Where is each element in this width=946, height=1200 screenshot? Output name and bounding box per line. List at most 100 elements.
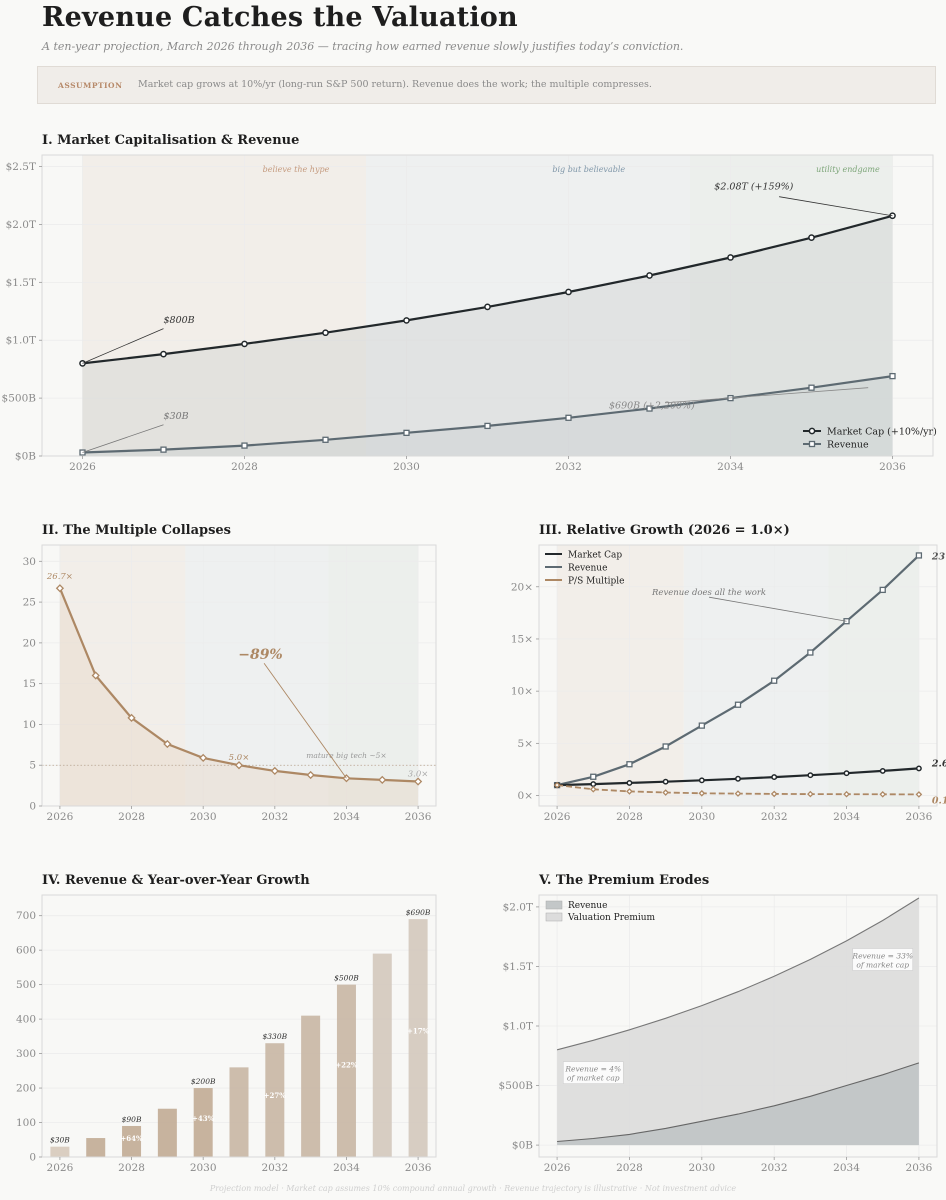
bar-value-label: $200B — [191, 1077, 216, 1086]
revenue-bar — [265, 1043, 285, 1157]
ps-point — [127, 713, 136, 723]
ps-point — [553, 781, 561, 789]
market-cap-point — [889, 212, 896, 220]
x-tick-label: 2028 — [616, 1162, 643, 1174]
x-tick-label: 2028 — [118, 1162, 145, 1174]
annotation-box — [562, 1061, 624, 1084]
y-tick-label: 30 — [23, 556, 36, 568]
x-tick-label: 2026 — [69, 461, 96, 473]
y-tick-label: $1.0T — [6, 335, 36, 347]
market-cap-point — [403, 317, 410, 324]
x-tick-label: 2028 — [118, 811, 145, 823]
market-cap-point — [322, 329, 329, 337]
x-tick-label: 2026 — [544, 1162, 571, 1174]
ps-point — [378, 775, 387, 785]
y-tick-label: 25 — [23, 597, 36, 609]
section-title-2: II. The Multiple Collapses — [42, 523, 232, 538]
x-tick-label: 2028 — [231, 461, 258, 473]
page-subtitle: A ten-year projection, March 2026 throug… — [42, 40, 684, 53]
market-cap-point — [915, 765, 922, 772]
x-tick-label: 2036 — [405, 1162, 432, 1174]
market-cap-point — [646, 272, 653, 279]
bar-growth-label: +17% — [407, 1026, 430, 1035]
y-tick-label: 200 — [16, 1083, 36, 1095]
x-tick-label: 2034 — [333, 811, 360, 823]
x-tick-label: 2036 — [405, 811, 432, 823]
x-tick-label: 2036 — [906, 811, 933, 823]
annotation-label: $690B (+2,200%) — [609, 401, 695, 412]
revenue-growth-bar-chart: $30B $90B $200B $330B $500B $690B +64% +43% +27%… — [16, 894, 437, 1174]
zone-band — [328, 545, 419, 806]
footer-note: Projection model · Market cap assumes 10… — [209, 1184, 737, 1193]
annotation-label: Revenue does all the work — [651, 588, 766, 598]
revenue-point — [322, 436, 329, 443]
market-cap-point — [808, 234, 815, 242]
y-tick-label: $1.5T — [6, 277, 36, 289]
revenue-bar — [122, 1125, 142, 1157]
market-cap-point — [735, 775, 741, 782]
legend-marker — [808, 440, 816, 448]
market-cap-point — [484, 303, 491, 311]
y-tick-label: $500B — [499, 1080, 534, 1092]
x-tick-label: 2032 — [555, 461, 582, 473]
legend-label: Revenue — [827, 440, 869, 451]
zone-band — [185, 545, 329, 806]
reference-line-label: mature big tech ~5× — [306, 751, 386, 760]
bar-value-label: $500B — [334, 974, 359, 983]
legend-label: Market Cap — [568, 551, 622, 561]
multiple-collapse-chart: mature big tech ~5×2026 2028 2030 2032 2034 2… — [23, 544, 437, 823]
y-tick-label: 10 — [23, 719, 36, 731]
bar-growth-label: +43% — [192, 1114, 215, 1123]
legend-label: P/S Multiple — [568, 577, 624, 587]
y-tick-label: 700 — [16, 910, 36, 922]
y-tick-label: 500 — [16, 979, 36, 991]
ps-point — [91, 671, 100, 680]
legend: Market Cap (+10%/yr) Revenue — [803, 427, 937, 451]
market-cap-area — [82, 215, 893, 456]
annotation-label: of market cap — [856, 961, 909, 970]
x-tick-label: 2030 — [688, 811, 715, 823]
market-cap-point — [698, 777, 705, 784]
ps-point — [55, 584, 65, 593]
market-cap-point — [879, 767, 886, 774]
end-label: 2.6× — [931, 758, 946, 769]
revenue-point — [807, 649, 814, 656]
y-tick-label: 0 — [29, 1152, 36, 1164]
plot-frame — [41, 894, 437, 1158]
bar-value-label: $30B — [50, 1136, 70, 1145]
y-tick-label: $2.0T — [6, 219, 36, 231]
annotation-arrow — [665, 387, 869, 404]
ps-point — [234, 761, 244, 770]
zone-label: utility endgame — [816, 165, 880, 174]
annotation-box — [852, 948, 914, 971]
legend-swatch — [545, 912, 563, 922]
y-tick-label: 10× — [511, 686, 533, 698]
bar-value-label: $90B — [122, 1115, 142, 1124]
ps-point — [306, 770, 315, 780]
collapse-pct-label: −89% — [238, 647, 283, 663]
y-tick-label: 600 — [16, 945, 36, 957]
revenue-area — [557, 1062, 919, 1146]
y-tick-label: 15× — [511, 633, 533, 645]
legend-label: Valuation Premium — [567, 913, 656, 923]
ps-point — [163, 739, 172, 749]
revenue-point — [484, 422, 491, 430]
zone-label: big but believable — [552, 165, 625, 174]
zone-band — [82, 155, 366, 456]
plot-frame — [538, 544, 938, 807]
y-tick-label: 0 — [29, 801, 36, 813]
y-tick-label: $0B — [15, 451, 36, 463]
end-label: 0.11× — [932, 795, 946, 806]
revenue-point — [646, 405, 653, 412]
legend-label: Revenue — [568, 564, 607, 574]
section-title-5: V. The Premium Erodes — [539, 873, 710, 888]
y-tick-label: $2.5T — [6, 161, 36, 173]
market-cap-point — [160, 350, 167, 358]
y-tick-label: $2.0T — [503, 901, 533, 913]
annotation-arrow — [82, 328, 164, 364]
end-label: 23× — [931, 551, 946, 562]
y-tick-label: 5× — [518, 738, 533, 750]
section-title-4: IV. Revenue & Year-over-Year Growth — [42, 873, 310, 888]
revenue-point — [698, 722, 705, 729]
annotation-label: Revenue = 4% — [564, 1065, 621, 1074]
